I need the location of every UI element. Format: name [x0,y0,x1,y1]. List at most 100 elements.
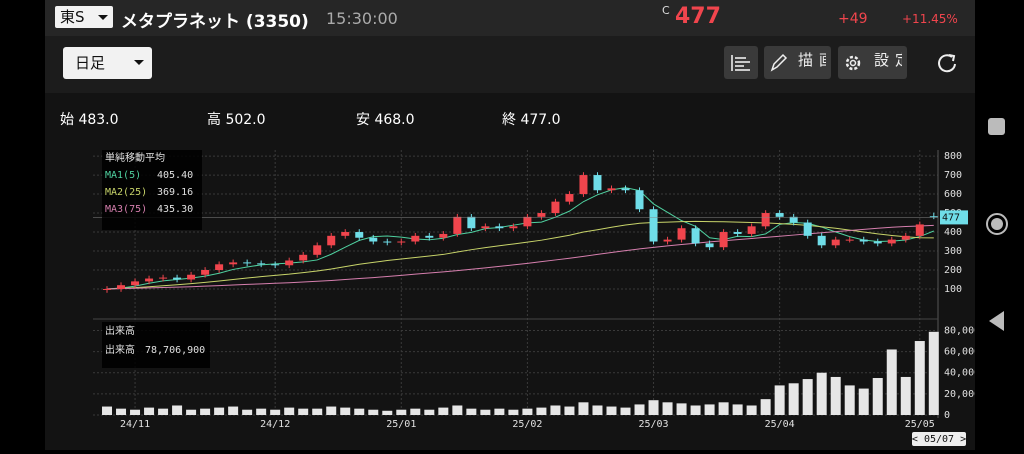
candle-body [565,194,574,202]
x-tick-label: 25/01 [386,419,416,430]
ohlc-label: 高 [207,112,221,128]
y-tick-label: 40,000,000 [944,368,975,379]
volume-bar [102,406,113,415]
legend-value: 78,706,900 [145,345,205,356]
legend-entry: MA1(5) [105,170,141,181]
candle-body [215,264,224,270]
y-tick-label: 400 [944,227,962,238]
gear-icon [845,55,861,71]
volume-bar [676,403,687,415]
candle-body [481,226,490,229]
refresh-icon[interactable] [935,51,959,75]
candle-body [915,224,924,236]
candle-body [439,233,448,238]
draw-button[interactable]: 描画 [764,46,831,79]
ma-line [106,224,934,290]
pencil-icon [770,53,788,72]
volume-bar [592,405,603,415]
draw-label: 描画 [798,51,826,69]
volume-bar [242,409,253,415]
ohlc-high: 高 502.0 [207,109,266,129]
volume-bar [200,408,211,415]
indicator-icon [731,55,750,71]
home-button[interactable] [986,213,1008,235]
candle-body [271,264,280,266]
volume-bar [550,405,561,415]
volume-bar [214,407,225,415]
volume-bar [466,408,477,415]
stock-name: メタプラネット (3350) [121,12,309,32]
legend-entry: 出来高 [105,343,135,356]
candle-body [831,239,840,246]
candle-body [131,281,140,286]
candle-body [775,213,784,217]
volume-bar [746,405,757,415]
candle-body [103,288,112,290]
candle-body [355,232,364,238]
volume-bar [578,402,589,415]
volume-bar [690,405,701,415]
volume-bar [662,402,673,415]
volume-bar [298,408,309,415]
volume-bar [354,408,365,415]
volume-bar [732,404,743,415]
volume-bar [886,349,897,415]
candle-body [509,226,518,229]
panel-title: 出来高 [105,324,135,337]
candle-body [495,226,504,229]
candle-body [635,190,644,210]
ma-line [106,187,934,290]
indicator-button[interactable] [724,46,758,79]
settings-button[interactable]: 設定 [838,46,907,79]
volume-bar [494,408,505,415]
change-pct: +11.45% [902,12,958,26]
recent-button[interactable] [988,118,1005,135]
x-tick-label: 25/04 [765,419,795,430]
candle-body [887,239,896,244]
volume-bar [452,405,463,415]
candle-body [411,235,420,242]
back-button[interactable] [989,311,1004,331]
candle-body [327,235,336,246]
y-tick-label: 80,000,000 [944,325,975,336]
ohlc-label: 始 [60,112,74,128]
x-tick-label: 25/02 [512,419,542,430]
candle-body [383,241,392,243]
volume-bar [522,408,533,415]
candle-body [705,243,714,248]
legend-entry: MA2(25) [105,187,147,198]
candle-body [369,237,378,242]
y-tick-label: 700 [944,170,962,181]
ohlc-label: 安 [356,112,370,128]
legend-box [102,322,210,368]
volume-bar [564,406,575,415]
market-select[interactable]: 東S [55,6,113,28]
cursor-box [912,432,966,446]
ohlc-value: 483.0 [78,112,119,128]
candle-body [873,241,882,244]
volume-bar [508,409,519,415]
ohlc-low: 安 468.0 [356,109,415,129]
period-select[interactable]: 日足 [63,47,152,79]
candle-body [285,260,294,266]
home-dot [991,218,1003,230]
volume-bar [438,407,449,415]
top-bar: 東S メタプラネット (3350) 15:30:00 C 477 +49 +11… [45,0,975,36]
ma-line [106,220,934,290]
volume-bar [606,406,617,415]
cursor-label: < 05/07 > [912,434,966,445]
candle-body [257,263,266,265]
volume-bar [648,400,659,415]
volume-bar [928,331,939,415]
ohlc-value: 468.0 [374,112,415,128]
volume-bar [774,385,785,415]
x-tick-label: 24/11 [120,419,150,430]
volume-bar [382,410,393,415]
candle-body [187,274,196,280]
volume-bar [228,406,239,415]
settings-label: 設定 [874,51,902,69]
candle-body [229,262,238,265]
legend-value: 405.40 [157,170,193,181]
ohlc-open: 始 483.0 [60,109,119,129]
volume-bar [704,404,715,415]
